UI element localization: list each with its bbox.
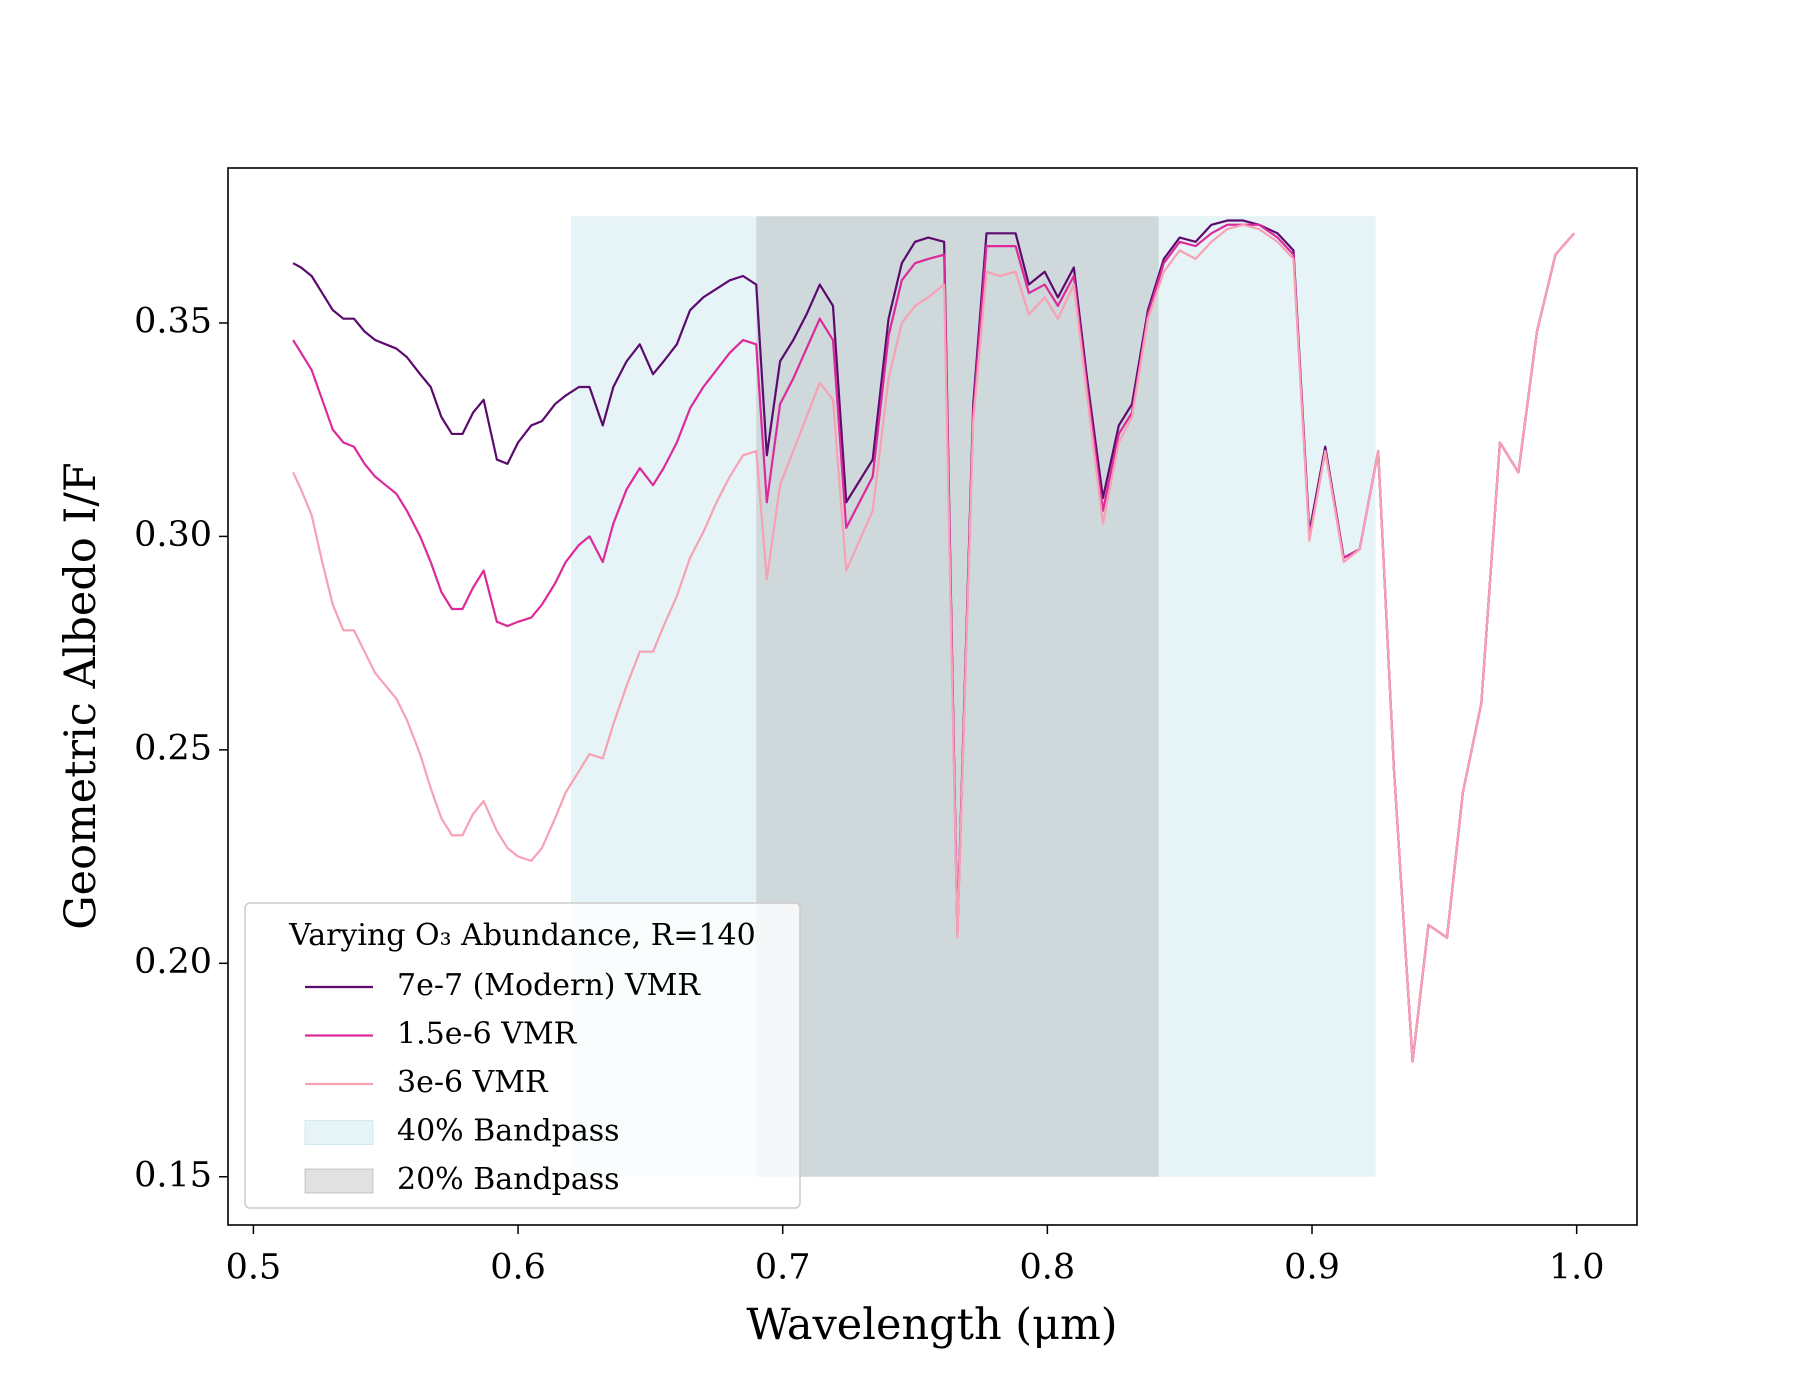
legend-label: 3e-6 VMR bbox=[397, 1065, 549, 1100]
y-tick-label: 0.35 bbox=[134, 301, 212, 341]
x-tick-label: 0.7 bbox=[755, 1248, 811, 1288]
x-tick-label: 0.5 bbox=[226, 1248, 282, 1288]
series-line bbox=[292, 223, 1575, 1063]
y-tick-label: 0.25 bbox=[134, 728, 212, 768]
x-tick-label: 0.8 bbox=[1020, 1248, 1076, 1288]
legend-swatch bbox=[304, 1120, 374, 1145]
axes: 0.5 0.6 0.7 0.8 0.9 1.0 0.15 0.20 0.25 0.30 0.35 bbox=[134, 167, 1638, 1288]
legend-label: 20% Bandpass bbox=[397, 1162, 620, 1197]
legend-title: Varying O₃ Abundance, R=140 bbox=[288, 918, 755, 953]
legend-label: 7e-7 (Modern) VMR bbox=[397, 968, 701, 1003]
x-axis-label: Wavelength (μm) bbox=[746, 1300, 1117, 1350]
y-tick-label: 0.20 bbox=[134, 942, 212, 982]
x-tick-label: 0.6 bbox=[490, 1248, 546, 1288]
bandpass bbox=[756, 216, 1159, 1177]
legend-swatch bbox=[304, 1168, 374, 1194]
legend-label: 1.5e-6 VMR bbox=[397, 1017, 578, 1052]
lines bbox=[292, 219, 1575, 1063]
x-tick-label: 1.0 bbox=[1549, 1248, 1605, 1288]
legend-box bbox=[244, 902, 801, 1209]
x-tick-label: 0.9 bbox=[1284, 1248, 1340, 1288]
legend: Varying O₃ Abundance, R=140 7e-7 (Modern)… bbox=[244, 902, 801, 1209]
y-axis-label: Geometric Albedo I/F bbox=[56, 462, 106, 929]
y-tick-label: 0.15 bbox=[134, 1155, 212, 1195]
plot-frame bbox=[227, 167, 1638, 1226]
y-tick-label: 0.30 bbox=[134, 515, 212, 555]
legend-label: 40% Bandpass bbox=[397, 1114, 620, 1149]
